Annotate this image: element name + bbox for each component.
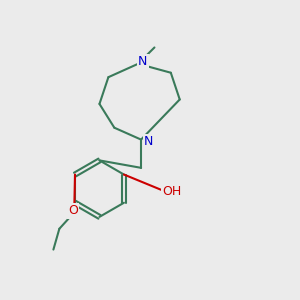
Text: N: N bbox=[144, 136, 153, 148]
Text: O: O bbox=[68, 204, 78, 218]
Text: OH: OH bbox=[163, 185, 182, 198]
Text: N: N bbox=[138, 55, 147, 68]
